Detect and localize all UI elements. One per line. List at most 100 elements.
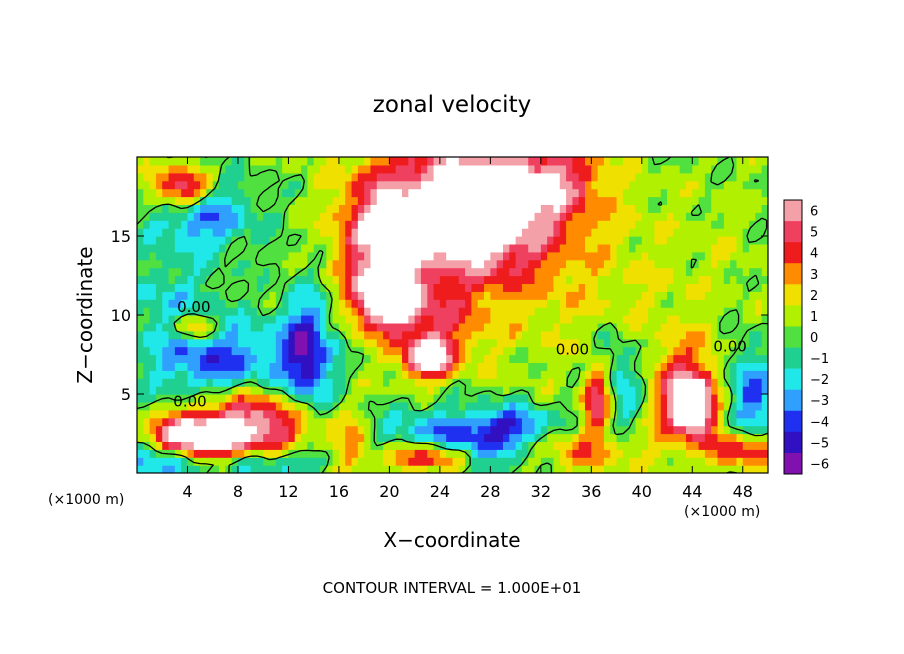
field-cell [231,220,239,229]
field-cell [187,243,195,253]
field-cell [420,394,428,403]
field-cell [591,157,599,166]
field-cell [622,204,630,213]
field-cell [749,283,756,292]
field-cell [622,362,630,371]
field-cell [458,354,466,363]
field-cell [206,449,214,458]
field-cell [383,228,390,237]
field-cell [704,409,712,419]
field-cell [332,157,340,166]
field-cell [572,401,580,411]
field-cell [736,330,744,340]
field-cell [711,259,719,269]
field-cell [761,338,768,348]
field-cell [698,299,706,308]
field-cell [742,283,750,292]
field-cell [357,338,365,348]
field-cell [515,259,523,269]
field-cell [704,386,712,395]
field-cell [313,322,321,332]
field-cell [629,220,637,229]
field-cell [484,425,491,435]
field-cell [622,409,630,419]
field-cell [313,204,321,213]
field-cell [515,338,523,348]
field-cell [736,243,744,253]
field-cell [635,157,643,166]
field-cell [509,251,517,261]
field-cell [629,164,637,174]
field-cell [370,354,378,363]
field-cell [395,259,403,269]
field-cell [364,330,372,340]
field-cell [402,157,409,166]
field-cell [477,180,485,190]
field-cell [465,409,473,419]
field-cell [597,243,605,253]
field-cell [439,322,447,332]
field-cell [521,315,529,324]
field-cell [269,457,277,466]
field-cell [181,275,189,284]
x-tick-label: 36 [581,482,601,501]
field-cell [376,330,384,340]
field-cell [301,330,308,340]
field-cell [509,346,517,356]
field-cell [256,283,264,292]
field-cell [244,228,252,237]
field-cell [345,425,353,435]
field-cell [402,346,409,356]
field-cell [667,370,674,379]
field-cell [736,354,744,363]
field-cell [635,378,643,387]
field-cell [471,172,479,182]
field-cell [711,275,719,284]
field-cell [250,180,258,190]
field-cell [256,330,264,340]
field-cell [446,457,454,466]
field-cell [244,267,252,277]
field-cell [357,204,365,213]
field-cell [326,299,334,308]
field-cell [591,220,599,229]
field-cell [427,251,435,261]
field-cell [528,267,536,277]
field-cell [654,180,662,190]
field-cell [458,251,466,261]
field-cell [509,196,517,205]
field-cell [237,259,245,269]
field-cell [231,307,239,316]
field-cell [149,157,157,166]
field-cell [616,322,624,332]
field-cell [528,338,536,348]
field-cell [427,291,435,300]
field-cell [275,283,283,292]
field-cell [206,457,214,466]
field-cell [237,417,245,427]
field-cell [219,409,226,419]
field-cell [427,220,435,229]
field-cell [730,425,738,435]
field-cell [250,386,258,395]
field-cell [465,299,473,308]
field-cell [496,354,504,363]
field-cell [515,172,523,182]
field-cell [509,228,517,237]
field-cell [660,283,668,292]
field-cell [313,394,321,403]
field-cell [294,465,302,473]
field-cell [427,228,435,237]
field-cell [578,196,586,205]
field-cell [294,180,302,190]
field-cell [616,394,624,403]
field-cell [149,228,157,237]
field-cell [351,378,359,387]
field-cell [256,409,264,419]
field-cell [301,441,308,450]
field-cell [433,228,441,237]
field-cell [635,338,643,348]
field-cell [370,283,378,292]
field-cell [219,338,226,348]
field-cell [528,441,536,450]
